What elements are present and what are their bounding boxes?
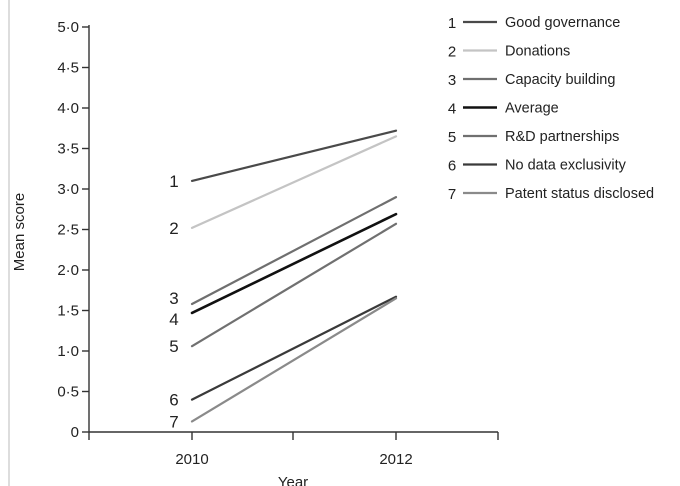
legend: 1 Good governance 2 Donations 3 Capacity buil…	[448, 15, 654, 203]
y-tick-label: 3·0	[57, 181, 79, 198]
y-tick-label: 0	[71, 424, 79, 441]
legend-label: Capacity building	[505, 72, 615, 88]
legend-label: Average	[505, 101, 559, 117]
y-tick-label: 1·0	[57, 343, 79, 360]
y-tick-label: 0·5	[57, 384, 79, 401]
series-line	[190, 129, 398, 182]
series-line	[190, 212, 398, 315]
legend-number: 1	[448, 15, 456, 32]
series-line	[190, 196, 398, 306]
legend-number: 4	[448, 101, 456, 118]
y-tick-label: 1·5	[57, 303, 79, 320]
y-axis-title: Mean score	[11, 193, 28, 271]
y-tick-label: 2·0	[57, 262, 79, 279]
y-tick-label: 5·0	[57, 19, 79, 36]
y-tick-label: 4·5	[57, 60, 79, 77]
legend-number: 7	[448, 186, 456, 203]
series-line	[190, 295, 398, 401]
line-number-label: 2	[169, 219, 178, 238]
legend-number: 6	[448, 158, 456, 175]
line-number-label: 5	[169, 337, 178, 356]
series-line	[190, 297, 398, 423]
legend-label: Good governance	[505, 15, 620, 31]
x-tick-label: 2010	[175, 451, 208, 468]
legend-number: 3	[448, 72, 456, 89]
line-number-label: 7	[169, 412, 178, 431]
axes	[88, 25, 498, 433]
legend-label: No data exclusivity	[505, 158, 627, 174]
legend-label: R&D partnerships	[505, 129, 619, 145]
x-axis-title: Year	[278, 474, 308, 486]
x-tick-label: 2012	[379, 451, 412, 468]
x-axis-ticks: 2010 2012	[88, 432, 499, 468]
y-axis-ticks: 0 0·5 1·0 1·5 2·0 2·5 3·0 3·5 4·0 4·5 5·0	[57, 19, 89, 441]
line-number-labels: 1 2 3 4 5 6 7	[169, 172, 178, 432]
legend-number: 2	[448, 44, 456, 61]
series-line	[190, 222, 398, 348]
legend-number: 5	[448, 129, 456, 146]
y-tick-label: 2·5	[57, 222, 79, 239]
series-lines	[190, 129, 398, 423]
line-number-label: 3	[169, 289, 178, 308]
y-tick-label: 3·5	[57, 141, 79, 158]
line-number-label: 1	[169, 172, 178, 191]
series-line	[190, 135, 398, 229]
legend-label: Patent status disclosed	[505, 186, 654, 202]
legend-label: Donations	[505, 44, 570, 60]
y-tick-label: 4·0	[57, 100, 79, 117]
line-number-label: 4	[169, 310, 178, 329]
line-number-label: 6	[169, 391, 178, 410]
